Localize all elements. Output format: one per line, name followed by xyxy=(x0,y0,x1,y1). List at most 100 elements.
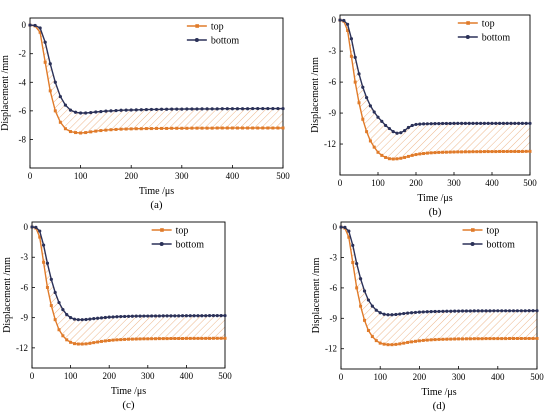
data-point-top xyxy=(471,150,475,154)
x-tick-label: 500 xyxy=(218,371,232,381)
data-point-bottom xyxy=(445,309,449,313)
data-point-bottom xyxy=(449,309,453,313)
data-point-top xyxy=(374,339,378,343)
data-point-top xyxy=(210,126,214,130)
data-point-bottom xyxy=(406,311,410,315)
data-point-bottom xyxy=(357,72,361,76)
data-point-top xyxy=(84,342,88,346)
data-point-top xyxy=(484,337,488,341)
data-point-bottom xyxy=(387,126,391,131)
data-point-bottom xyxy=(61,308,65,312)
y-tick-label: -12 xyxy=(16,343,28,353)
chart-panel: 0 100 200 300 400 500 0 -3 -6 -9 -12 Time /μs Displa… xyxy=(310,14,537,218)
data-point-top xyxy=(520,149,524,153)
data-point-bottom xyxy=(53,290,57,295)
data-point-top xyxy=(406,154,410,158)
data-point-top xyxy=(48,89,52,93)
data-point-bottom xyxy=(409,311,414,315)
data-point-top xyxy=(476,337,480,341)
data-point-bottom xyxy=(154,107,159,112)
data-point-top xyxy=(169,336,173,340)
data-point-top xyxy=(463,150,467,154)
data-point-bottom xyxy=(339,225,343,229)
data-point-bottom xyxy=(343,225,347,229)
data-point-top xyxy=(188,336,192,340)
x-tick-label: 0 xyxy=(339,372,344,382)
data-point-bottom xyxy=(219,314,223,318)
data-point-top xyxy=(418,152,422,156)
data-point-bottom xyxy=(349,37,353,41)
data-point-bottom xyxy=(531,309,535,313)
data-point-bottom xyxy=(366,298,371,302)
series-line-bottom xyxy=(29,24,283,114)
data-point-bottom xyxy=(123,314,127,319)
data-point-top xyxy=(129,127,133,131)
data-point-bottom xyxy=(410,123,414,128)
data-point-top xyxy=(185,126,189,130)
data-point-top xyxy=(266,126,270,130)
data-point-top xyxy=(119,338,123,342)
data-point-bottom xyxy=(374,308,378,312)
data-point-bottom xyxy=(362,289,367,293)
data-point-top xyxy=(72,342,76,346)
data-point-bottom xyxy=(34,225,38,229)
data-point-bottom xyxy=(395,131,399,135)
data-point-bottom xyxy=(437,309,441,314)
data-point-top xyxy=(184,336,188,340)
panel-label: (a) xyxy=(150,199,163,211)
data-point-top xyxy=(448,150,452,154)
data-point-top xyxy=(414,153,418,157)
data-point-bottom xyxy=(207,314,212,318)
data-point-top xyxy=(524,149,528,153)
data-point-bottom xyxy=(468,309,472,313)
data-point-top xyxy=(115,338,119,342)
legend-label-top: top xyxy=(482,19,495,30)
data-point-top xyxy=(271,126,275,130)
data-point-bottom xyxy=(403,129,407,133)
data-point-bottom xyxy=(153,314,158,318)
data-point-top xyxy=(535,336,539,340)
data-point-bottom xyxy=(444,121,448,126)
data-point-bottom xyxy=(129,108,133,112)
data-point-top xyxy=(215,336,219,340)
data-point-top xyxy=(508,336,512,340)
data-point-top xyxy=(154,337,158,341)
data-point-top xyxy=(57,328,61,332)
y-tick-label: 0 xyxy=(22,20,27,30)
data-point-bottom xyxy=(281,106,285,111)
data-point-bottom xyxy=(38,229,42,233)
data-point-bottom xyxy=(422,122,426,126)
data-point-bottom xyxy=(65,313,69,317)
data-point-top xyxy=(53,318,57,322)
data-point-bottom xyxy=(220,107,224,111)
legend-marker-bottom xyxy=(194,38,199,42)
data-point-bottom xyxy=(429,310,433,314)
data-point-bottom xyxy=(45,261,50,265)
data-point-top xyxy=(370,335,374,339)
data-point-top xyxy=(142,337,146,341)
data-point-top xyxy=(200,126,204,130)
data-point-top xyxy=(124,127,128,131)
chart-panel: 0 100 200 300 400 500 0 -3 -6 -9 -12 Time /μs Displa… xyxy=(2,221,232,411)
plot-frame xyxy=(31,221,226,369)
legend-label-bottom: bottom xyxy=(487,240,516,251)
data-point-top xyxy=(68,130,72,134)
data-point-top xyxy=(359,304,363,308)
data-point-bottom xyxy=(520,121,525,125)
data-point-top xyxy=(235,126,239,130)
data-point-top xyxy=(531,336,535,340)
data-point-top xyxy=(220,126,224,130)
data-point-bottom xyxy=(69,316,73,320)
data-point-bottom xyxy=(501,121,505,125)
data-point-top xyxy=(38,235,42,239)
data-point-bottom xyxy=(441,309,445,313)
data-point-bottom xyxy=(223,314,227,318)
data-point-bottom xyxy=(146,314,150,318)
data-point-top xyxy=(251,126,255,130)
data-point-top xyxy=(219,336,223,340)
data-point-bottom xyxy=(30,225,34,229)
data-point-top xyxy=(378,341,382,345)
data-point-top xyxy=(488,337,492,341)
data-point-bottom xyxy=(200,107,204,111)
data-point-top xyxy=(84,131,88,135)
